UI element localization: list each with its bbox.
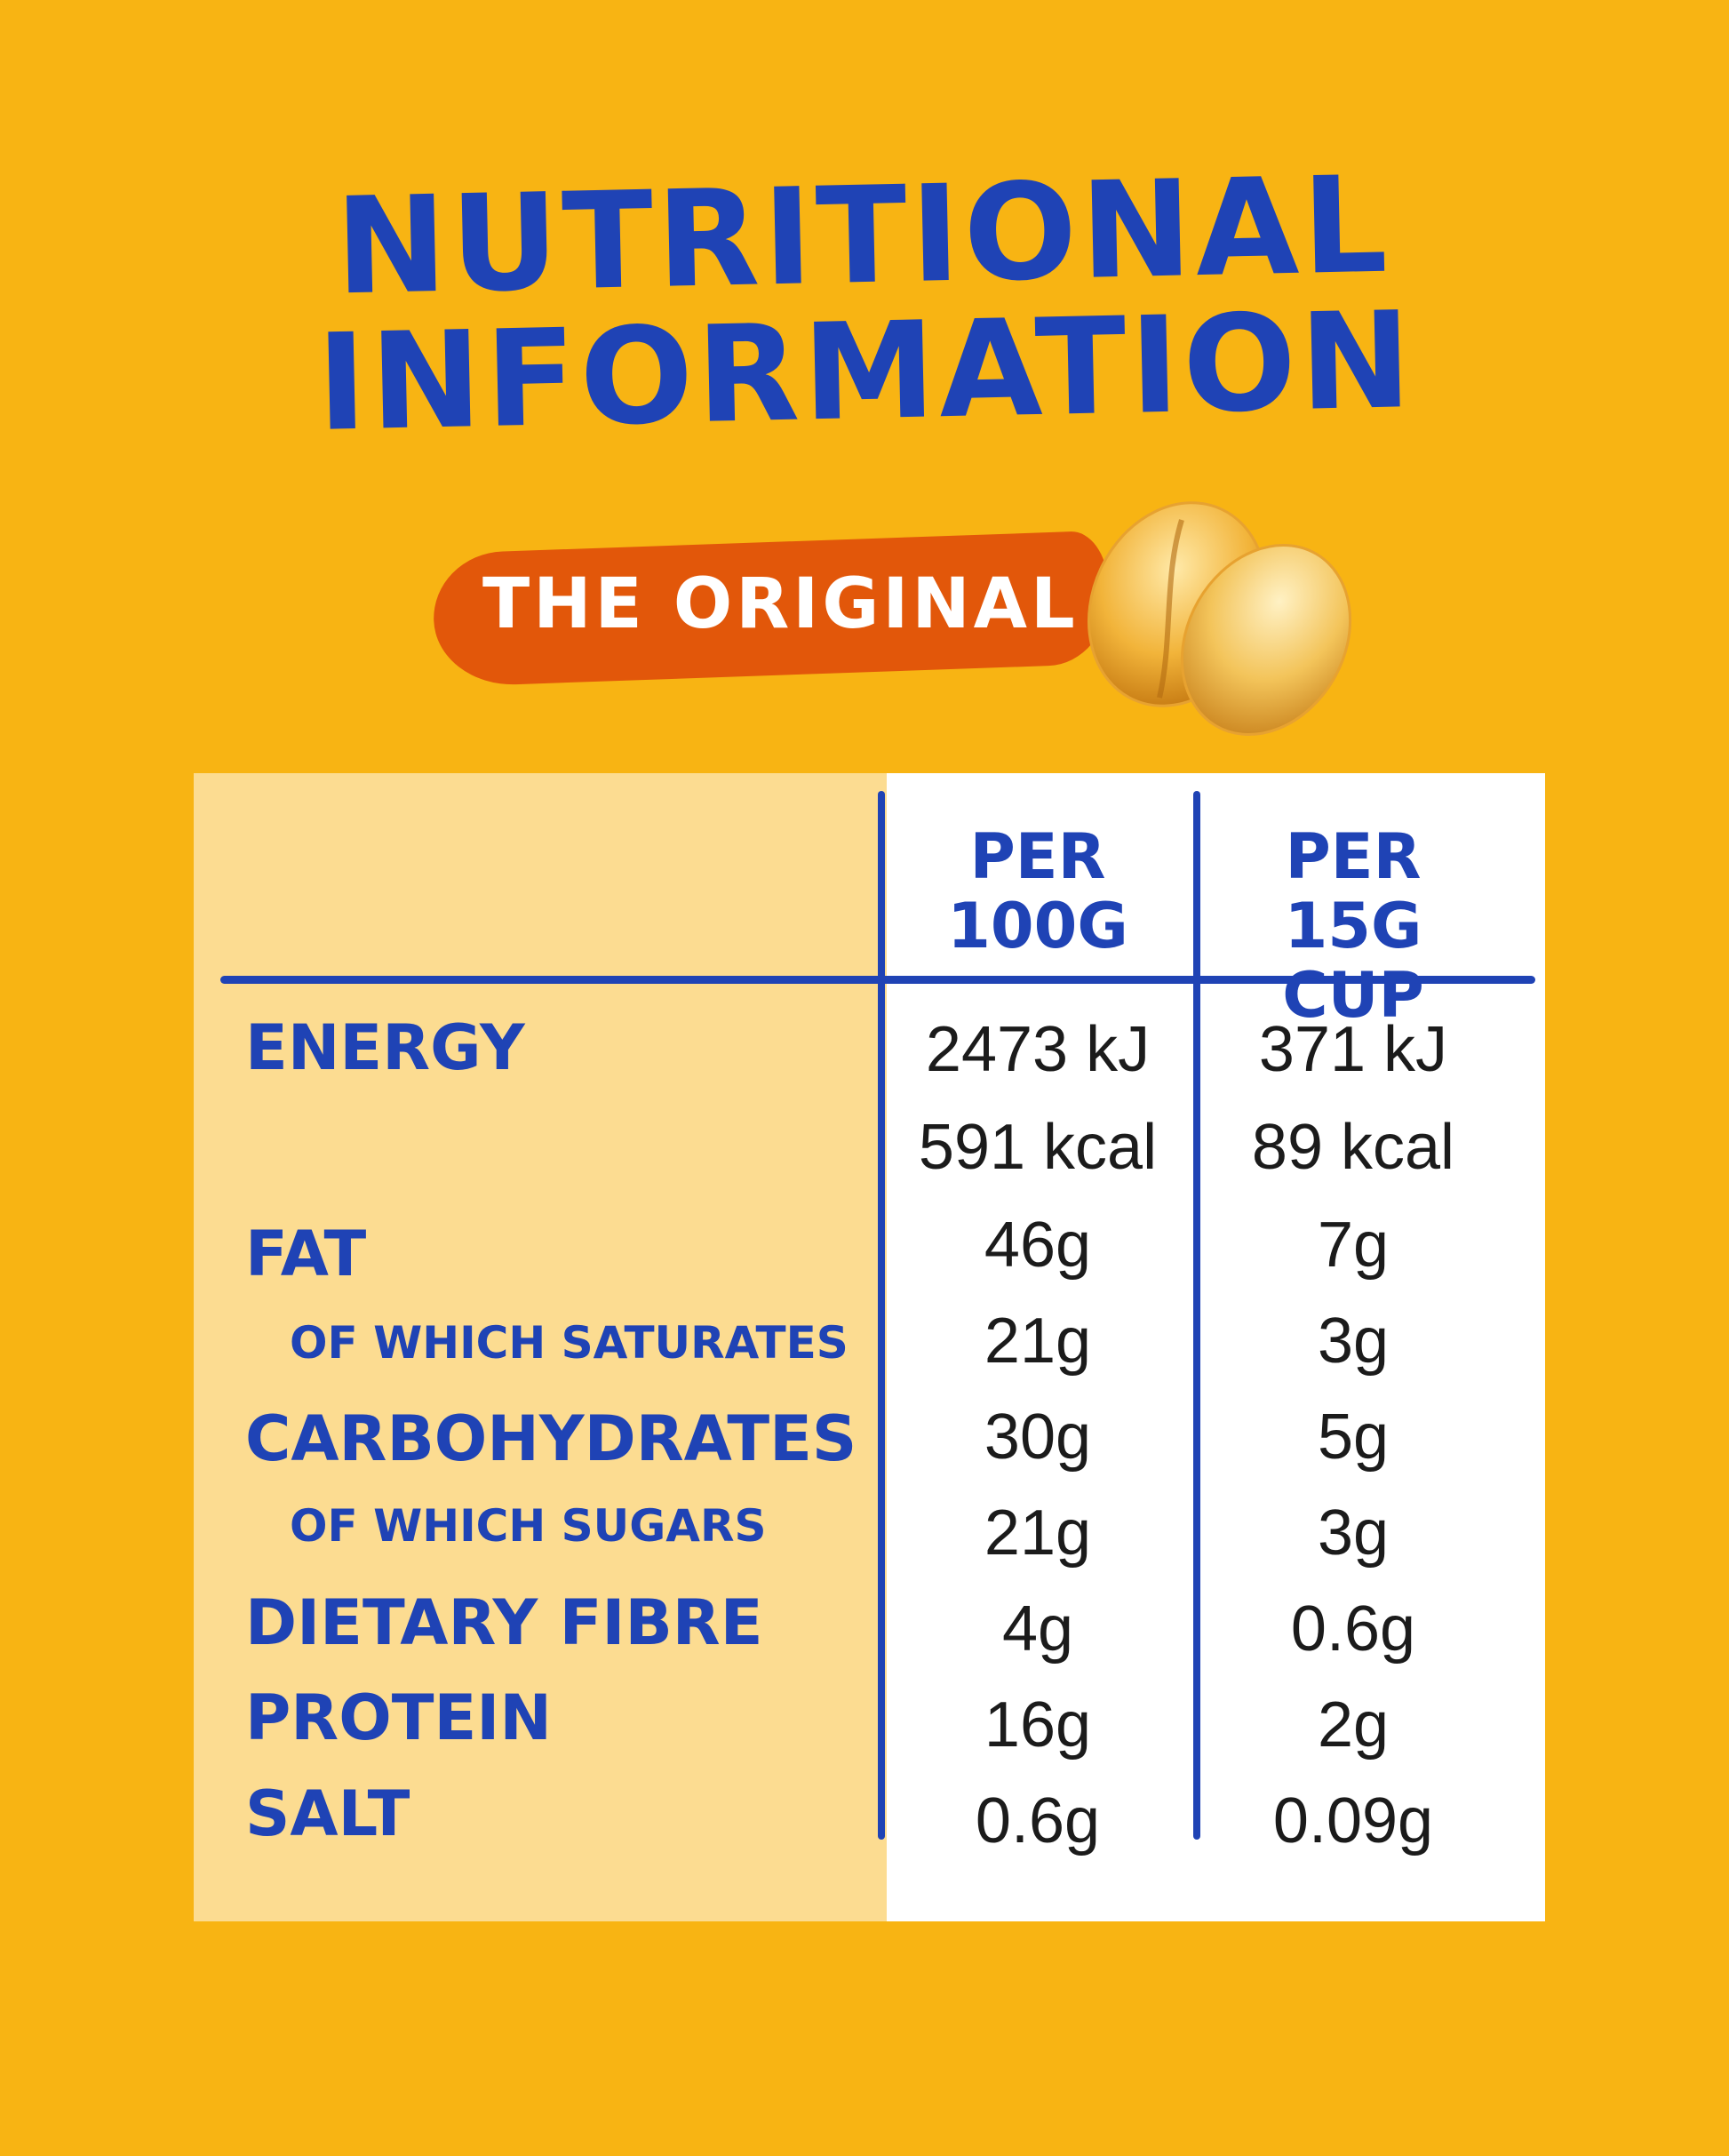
column-header-line: PER bbox=[969, 820, 1106, 893]
values-column-bg bbox=[887, 773, 1545, 1921]
page-title: NUTRITIONAL INFORMATION bbox=[0, 148, 1729, 461]
value-carbohydrates-15g: 5g bbox=[1317, 1401, 1390, 1473]
value-energy-kcal-15g: 89 kcal bbox=[1251, 1112, 1455, 1183]
value-carbohydrates-100g: 30g bbox=[984, 1401, 1092, 1473]
row-label-saturates: OF WHICH SATURATES bbox=[290, 1317, 849, 1369]
badge-label: THE ORIGINAL bbox=[482, 564, 1079, 644]
row-label-sugars: OF WHICH SUGARS bbox=[290, 1500, 767, 1552]
column-header-per-15g: PER 15G CUP bbox=[1207, 822, 1500, 1030]
row-label-energy: ENERGY bbox=[245, 1011, 525, 1084]
row-label-carbohydrates: CARBOHYDRATES bbox=[245, 1402, 857, 1475]
value-saturates-15g: 3g bbox=[1317, 1306, 1390, 1377]
column-divider-1 bbox=[878, 791, 885, 1840]
value-fat-100g: 46g bbox=[984, 1210, 1092, 1281]
value-sugars-100g: 21g bbox=[984, 1497, 1092, 1569]
value-energy-kcal-100g: 591 kcal bbox=[918, 1112, 1158, 1183]
value-fat-15g: 7g bbox=[1317, 1210, 1390, 1281]
label-column-bg bbox=[194, 773, 887, 1921]
column-divider-2 bbox=[1193, 791, 1200, 1840]
value-energy-kj-15g: 371 kJ bbox=[1258, 1014, 1448, 1085]
row-label-salt: SALT bbox=[245, 1777, 410, 1850]
column-header-line: PER 15G bbox=[1284, 820, 1422, 962]
column-header-per-100g: PER 100G bbox=[891, 822, 1184, 961]
value-protein-100g: 16g bbox=[984, 1689, 1092, 1761]
peanut-icon bbox=[1088, 501, 1352, 737]
value-energy-kj-100g: 2473 kJ bbox=[925, 1014, 1151, 1085]
value-salt-100g: 0.6g bbox=[975, 1785, 1101, 1857]
value-fibre-100g: 4g bbox=[1001, 1593, 1074, 1665]
value-fibre-15g: 0.6g bbox=[1290, 1593, 1416, 1665]
row-label-fat: FAT bbox=[245, 1218, 367, 1290]
value-saturates-100g: 21g bbox=[984, 1306, 1092, 1377]
column-header-line: 100G bbox=[947, 890, 1128, 962]
variant-badge: THE ORIGINAL bbox=[431, 530, 1112, 688]
nutrition-table: PER 100G PER 15G CUP ENERGY FAT OF WHICH… bbox=[194, 773, 1545, 1921]
value-sugars-15g: 3g bbox=[1317, 1497, 1390, 1569]
column-header-line: CUP bbox=[1282, 959, 1424, 1032]
value-salt-15g: 0.09g bbox=[1272, 1785, 1434, 1857]
value-protein-15g: 2g bbox=[1317, 1689, 1390, 1761]
row-label-protein: PROTEIN bbox=[245, 1681, 552, 1754]
row-label-dietary-fibre: DIETARY FIBRE bbox=[245, 1586, 763, 1659]
